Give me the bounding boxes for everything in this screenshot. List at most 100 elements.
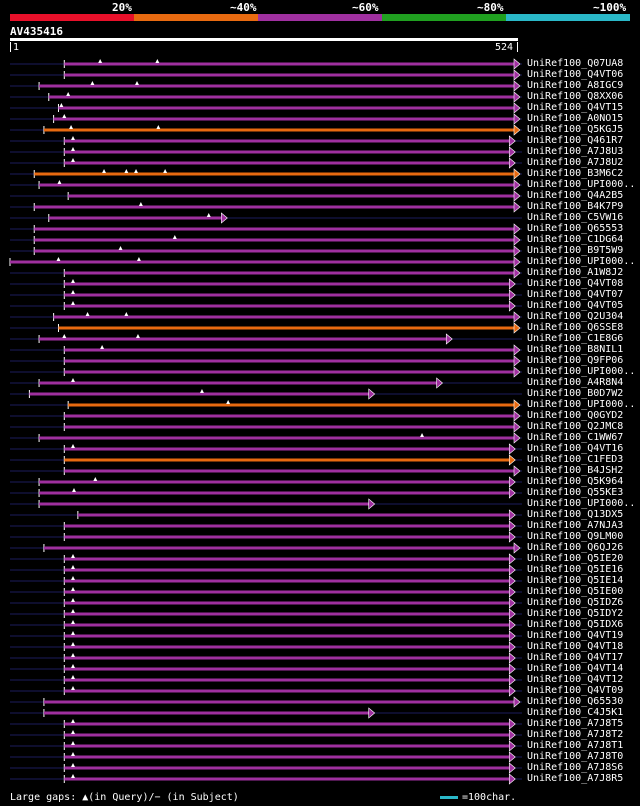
hit-row-6[interactable] xyxy=(10,124,522,136)
hit-label[interactable]: UniRef100_Q5IDZ6 xyxy=(527,597,624,608)
hit-row-64[interactable] xyxy=(10,762,522,774)
hit-row-16[interactable] xyxy=(10,234,522,246)
hit-label[interactable]: UniRef100_Q5K964 xyxy=(527,476,624,487)
hit-row-13[interactable] xyxy=(10,201,522,213)
hit-label[interactable]: UniRef100_Q65553 xyxy=(527,223,624,234)
hit-label[interactable]: UniRef100_Q4VT07 xyxy=(527,289,624,300)
hit-row-32[interactable] xyxy=(10,410,522,422)
hit-label[interactable]: UniRef100_A7J8S6 xyxy=(527,762,624,773)
hit-row-9[interactable] xyxy=(10,157,522,169)
hit-row-22[interactable] xyxy=(10,300,522,312)
hit-row-37[interactable] xyxy=(10,465,522,477)
hit-row-15[interactable] xyxy=(10,223,522,235)
hit-label[interactable]: UniRef100_Q4A2B5 xyxy=(527,190,624,201)
hit-row-51[interactable] xyxy=(10,619,522,631)
hit-row-35[interactable] xyxy=(10,443,522,455)
hit-label[interactable]: UniRef100_UPI000.. xyxy=(527,179,636,190)
hit-label[interactable]: UniRef100_Q4VT19 xyxy=(527,630,624,641)
hit-row-17[interactable] xyxy=(10,245,522,257)
hit-label[interactable]: UniRef100_Q6SSE8 xyxy=(527,322,624,333)
hit-row-25[interactable] xyxy=(10,333,522,345)
hit-row-20[interactable] xyxy=(10,278,522,290)
hit-label[interactable]: UniRef100_B3M6C2 xyxy=(527,168,624,179)
hit-row-24[interactable] xyxy=(10,322,522,334)
hit-row-45[interactable] xyxy=(10,553,522,565)
hit-row-5[interactable] xyxy=(10,113,522,125)
hit-row-39[interactable] xyxy=(10,487,522,499)
hit-label[interactable]: UniRef100_Q55KE3 xyxy=(527,487,624,498)
hit-row-56[interactable] xyxy=(10,674,522,686)
hit-row-28[interactable] xyxy=(10,366,522,378)
hit-label[interactable]: UniRef100_Q2JMC8 xyxy=(527,421,624,432)
hit-row-2[interactable] xyxy=(10,80,522,92)
hit-label[interactable]: UniRef100_C4J5K1 xyxy=(527,707,624,718)
hit-label[interactable]: UniRef100_Q4VT15 xyxy=(527,102,624,113)
hit-label[interactable]: UniRef100_Q4VT08 xyxy=(527,278,624,289)
hit-row-47[interactable] xyxy=(10,575,522,587)
hit-row-38[interactable] xyxy=(10,476,522,488)
hit-row-63[interactable] xyxy=(10,751,522,763)
hit-label[interactable]: UniRef100_Q4VT14 xyxy=(527,663,624,674)
hit-row-7[interactable] xyxy=(10,135,522,147)
hit-row-3[interactable] xyxy=(10,91,522,103)
hit-label[interactable]: UniRef100_B0D7W2 xyxy=(527,388,624,399)
hit-label[interactable]: UniRef100_Q5KGJ5 xyxy=(527,124,624,135)
hit-label[interactable]: UniRef100_A7J8T0 xyxy=(527,751,624,762)
hit-row-41[interactable] xyxy=(10,509,522,521)
hit-label[interactable]: UniRef100_Q5IE16 xyxy=(527,564,624,575)
hit-label[interactable]: UniRef100_Q5IDY2 xyxy=(527,608,624,619)
hit-row-21[interactable] xyxy=(10,289,522,301)
hit-row-31[interactable] xyxy=(10,399,522,411)
hit-row-58[interactable] xyxy=(10,696,522,708)
hit-row-4[interactable] xyxy=(10,102,522,114)
hit-label[interactable]: UniRef100_Q4VT18 xyxy=(527,641,624,652)
hit-row-53[interactable] xyxy=(10,641,522,653)
hit-row-27[interactable] xyxy=(10,355,522,367)
hit-label[interactable]: UniRef100_UPI000.. xyxy=(527,498,636,509)
hit-label[interactable]: UniRef100_B9T5W9 xyxy=(527,245,624,256)
hit-label[interactable]: UniRef100_A7J8U2 xyxy=(527,157,624,168)
hit-row-48[interactable] xyxy=(10,586,522,598)
hit-label[interactable]: UniRef100_Q07UA8 xyxy=(527,58,624,69)
hit-label[interactable]: UniRef100_Q8XX06 xyxy=(527,91,624,102)
hit-row-54[interactable] xyxy=(10,652,522,664)
hit-label[interactable]: UniRef100_Q6QJ26 xyxy=(527,542,624,553)
hit-row-12[interactable] xyxy=(10,190,522,202)
hit-row-40[interactable] xyxy=(10,498,522,510)
hit-row-34[interactable] xyxy=(10,432,522,444)
hit-label[interactable]: UniRef100_B4JSH2 xyxy=(527,465,624,476)
hit-label[interactable]: UniRef100_Q461R7 xyxy=(527,135,624,146)
hit-label[interactable]: UniRef100_A7J8T5 xyxy=(527,718,624,729)
hit-label[interactable]: UniRef100_A7J8T2 xyxy=(527,729,624,740)
hit-label[interactable]: UniRef100_B8NIL1 xyxy=(527,344,624,355)
hit-row-62[interactable] xyxy=(10,740,522,752)
hit-row-26[interactable] xyxy=(10,344,522,356)
hit-row-10[interactable] xyxy=(10,168,522,180)
hit-label[interactable]: UniRef100_A7J8U3 xyxy=(527,146,624,157)
hit-label[interactable]: UniRef100_Q5IDX6 xyxy=(527,619,624,630)
hit-label[interactable]: UniRef100_UPI000.. xyxy=(527,256,636,267)
hit-label[interactable]: UniRef100_Q13DX5 xyxy=(527,509,624,520)
hit-label[interactable]: UniRef100_C1FED3 xyxy=(527,454,624,465)
hit-label[interactable]: UniRef100_A0NO15 xyxy=(527,113,624,124)
hit-label[interactable]: UniRef100_B4K7P9 xyxy=(527,201,624,212)
hit-row-36[interactable] xyxy=(10,454,522,466)
hit-label[interactable]: UniRef100_Q5IE20 xyxy=(527,553,624,564)
hit-row-1[interactable] xyxy=(10,69,522,81)
hit-label[interactable]: UniRef100_Q4VT06 xyxy=(527,69,624,80)
hit-label[interactable]: UniRef100_Q2U304 xyxy=(527,311,624,322)
hit-label[interactable]: UniRef100_UPI000.. xyxy=(527,399,636,410)
hit-row-0[interactable] xyxy=(10,58,522,70)
hit-row-8[interactable] xyxy=(10,146,522,158)
hit-row-42[interactable] xyxy=(10,520,522,532)
hit-label[interactable]: UniRef100_A7J8R5 xyxy=(527,773,624,784)
hit-label[interactable]: UniRef100_Q4VT12 xyxy=(527,674,624,685)
hit-label[interactable]: UniRef100_C1DG64 xyxy=(527,234,624,245)
hit-label[interactable]: UniRef100_UPI000.. xyxy=(527,366,636,377)
hit-row-43[interactable] xyxy=(10,531,522,543)
hit-row-23[interactable] xyxy=(10,311,522,323)
hit-row-46[interactable] xyxy=(10,564,522,576)
hit-label[interactable]: UniRef100_Q4VT09 xyxy=(527,685,624,696)
hit-label[interactable]: UniRef100_A1W8J2 xyxy=(527,267,624,278)
hit-row-14[interactable] xyxy=(10,212,522,224)
